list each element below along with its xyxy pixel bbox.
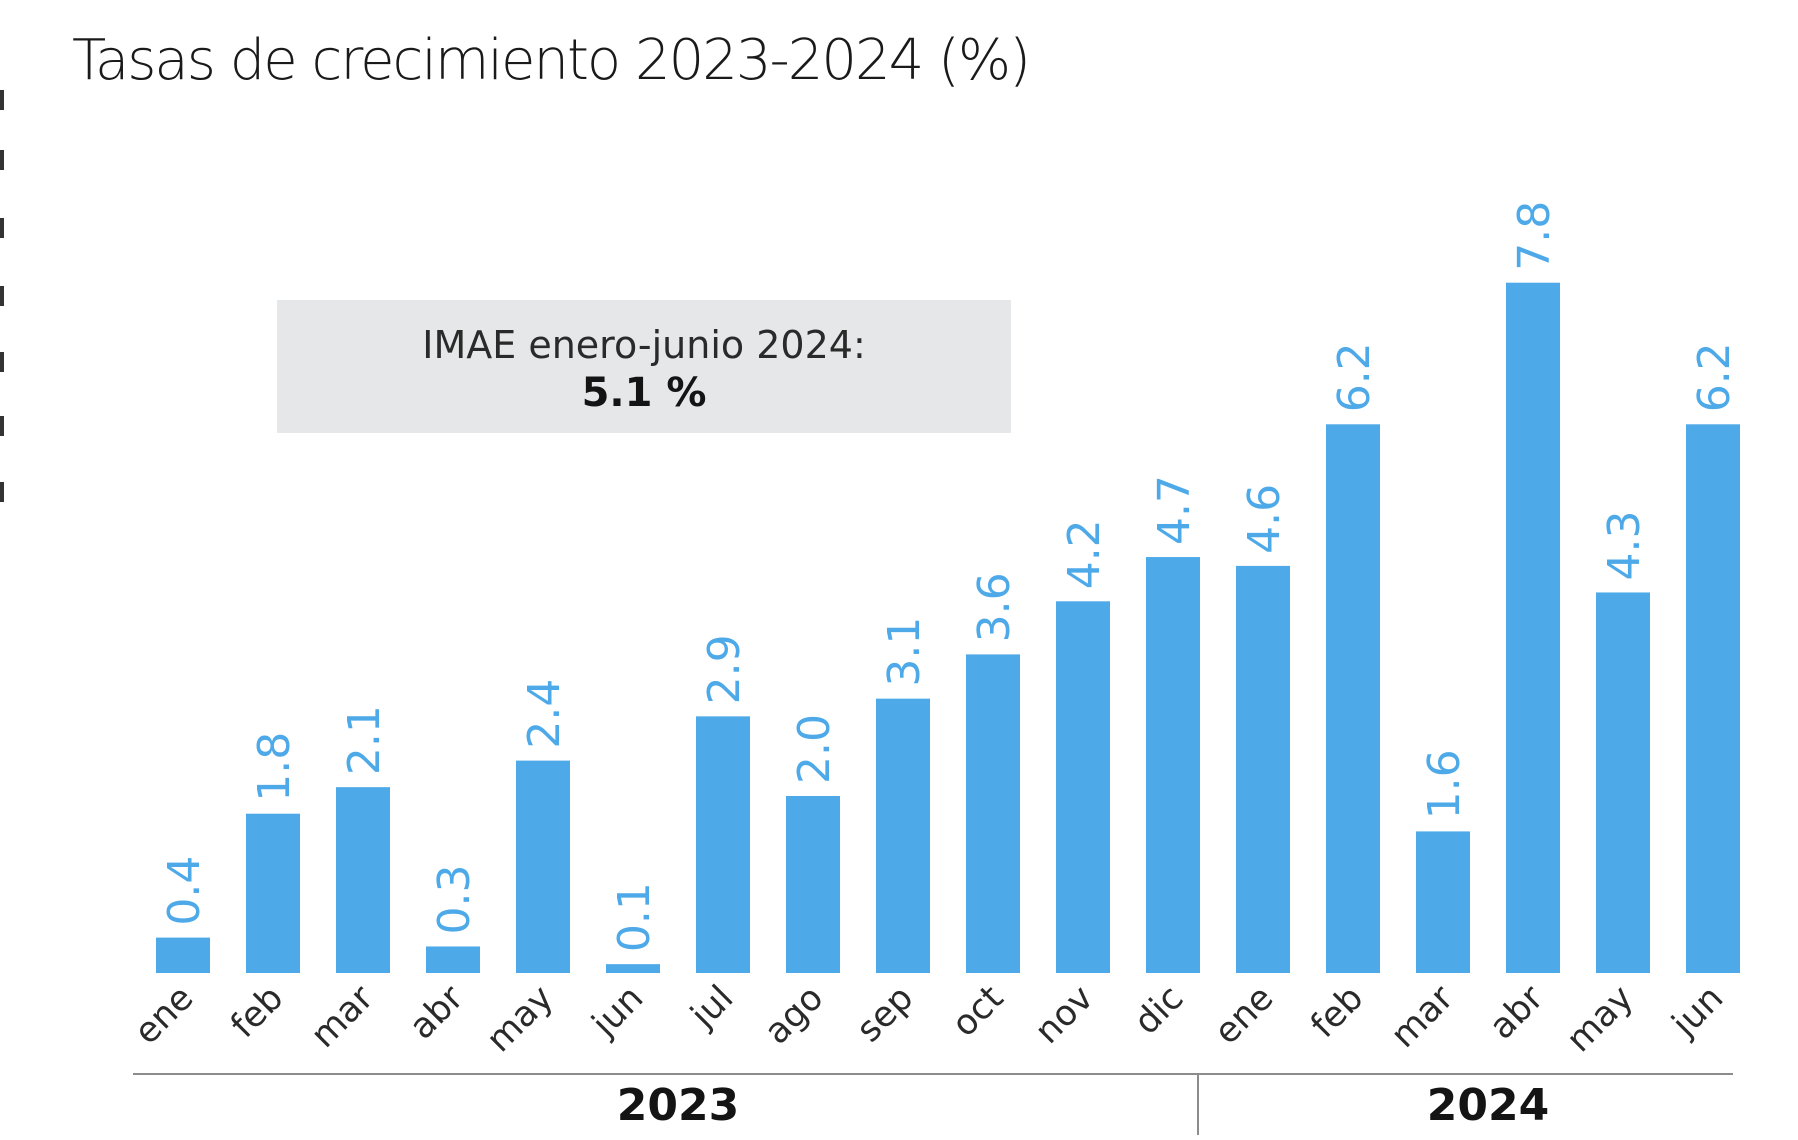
bar-2	[336, 787, 390, 973]
month-label-13: feb	[1303, 978, 1371, 1046]
value-label-14: 1.6	[1419, 749, 1470, 819]
bar-13	[1326, 424, 1380, 973]
value-label-13: 6.2	[1329, 342, 1380, 412]
bar-4	[516, 760, 570, 973]
bar-6	[696, 716, 750, 973]
month-label-6: jul	[683, 978, 741, 1036]
month-label-1: feb	[223, 978, 291, 1046]
month-label-0: ene	[127, 978, 201, 1052]
bar-12	[1236, 565, 1290, 973]
bar-15	[1506, 282, 1560, 973]
month-label-8: sep	[849, 978, 921, 1050]
value-label-0: 0.4	[159, 856, 210, 926]
value-label-16: 4.3	[1599, 510, 1650, 580]
value-label-15: 7.8	[1509, 201, 1560, 271]
left-edge-marks	[0, 90, 4, 502]
callout-box: IMAE enero-junio 2024: 5.1 %	[277, 300, 1011, 433]
value-label-9: 3.6	[969, 572, 1020, 642]
value-label-4: 2.4	[519, 679, 570, 749]
month-label-15: abr	[1482, 978, 1552, 1048]
month-label-9: oct	[945, 978, 1012, 1045]
value-labels-layer: 0.4 1.8 2.1 0.3 2.4 0.1 2.9 2.0 3.1 3.6 4.2 4.7 4.6 6…	[159, 201, 1740, 952]
bars-layer	[156, 282, 1740, 973]
month-label-4: may	[479, 978, 561, 1060]
callout-value: 5.1 %	[582, 370, 707, 416]
value-label-11: 4.7	[1149, 475, 1200, 545]
month-label-7: ago	[757, 978, 831, 1052]
callout-background	[277, 300, 1011, 433]
value-label-3: 0.3	[429, 864, 480, 934]
month-label-17: jun	[1664, 978, 1731, 1045]
bar-8	[876, 698, 930, 973]
bar-14	[1416, 831, 1470, 973]
value-label-17: 6.2	[1689, 342, 1740, 412]
value-label-2: 2.1	[339, 705, 390, 775]
value-label-1: 1.8	[249, 732, 300, 802]
month-label-12: ene	[1207, 978, 1281, 1052]
year-label-2024: 2024	[1427, 1080, 1549, 1131]
value-label-10: 4.2	[1059, 519, 1110, 589]
month-label-10: nov	[1028, 978, 1102, 1052]
callout-label: IMAE enero-junio 2024:	[422, 323, 866, 367]
bar-9	[966, 654, 1020, 973]
bar-10	[1056, 601, 1110, 973]
bar-1	[246, 813, 300, 973]
value-label-7: 2.0	[789, 714, 840, 784]
month-labels-layer: ene feb mar abr may jun jul ago sep oct nov dic ene f…	[127, 978, 1731, 1061]
bar-5	[606, 964, 660, 973]
bar-3	[426, 946, 480, 973]
value-label-5: 0.1	[609, 882, 660, 952]
month-label-16: may	[1559, 978, 1641, 1060]
year-label-2023: 2023	[617, 1080, 739, 1131]
value-label-6: 2.9	[699, 634, 750, 704]
value-label-8: 3.1	[879, 617, 930, 687]
year-axis: 2023 2024	[133, 1073, 1733, 1135]
bar-11	[1146, 557, 1200, 973]
chart-title: Tasas de crecimiento 2023-2024 (%)	[72, 28, 1031, 93]
bar-0	[156, 937, 210, 973]
bar-7	[786, 796, 840, 973]
value-label-12: 4.6	[1239, 484, 1290, 554]
month-label-3: abr	[402, 978, 472, 1048]
month-label-2: mar	[304, 978, 382, 1056]
month-label-5: jun	[584, 978, 651, 1045]
bar-16	[1596, 592, 1650, 973]
month-label-14: mar	[1384, 978, 1462, 1056]
bar-17	[1686, 424, 1740, 973]
month-label-11: dic	[1127, 978, 1191, 1042]
